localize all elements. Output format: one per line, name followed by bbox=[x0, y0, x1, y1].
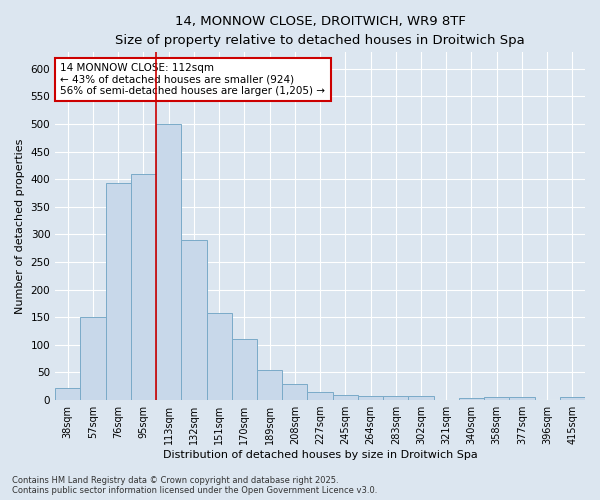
Bar bbox=[206, 313, 232, 400]
Bar bbox=[409, 396, 434, 400]
Y-axis label: Number of detached properties: Number of detached properties bbox=[15, 138, 25, 314]
Bar bbox=[484, 398, 509, 400]
Bar bbox=[560, 398, 585, 400]
Text: Contains HM Land Registry data © Crown copyright and database right 2025.
Contai: Contains HM Land Registry data © Crown c… bbox=[12, 476, 377, 495]
Bar bbox=[232, 340, 257, 400]
Bar bbox=[131, 174, 156, 400]
Bar bbox=[55, 388, 80, 400]
Bar bbox=[307, 392, 332, 400]
Bar bbox=[257, 370, 282, 400]
Bar bbox=[181, 240, 206, 400]
Bar bbox=[509, 398, 535, 400]
Title: 14, MONNOW CLOSE, DROITWICH, WR9 8TF
Size of property relative to detached house: 14, MONNOW CLOSE, DROITWICH, WR9 8TF Siz… bbox=[115, 15, 525, 47]
Bar bbox=[80, 318, 106, 400]
Text: 14 MONNOW CLOSE: 112sqm
← 43% of detached houses are smaller (924)
56% of semi-d: 14 MONNOW CLOSE: 112sqm ← 43% of detache… bbox=[61, 63, 325, 96]
X-axis label: Distribution of detached houses by size in Droitwich Spa: Distribution of detached houses by size … bbox=[163, 450, 478, 460]
Bar bbox=[156, 124, 181, 400]
Bar bbox=[282, 384, 307, 400]
Bar bbox=[383, 396, 409, 400]
Bar bbox=[332, 394, 358, 400]
Bar bbox=[459, 398, 484, 400]
Bar bbox=[106, 183, 131, 400]
Bar bbox=[358, 396, 383, 400]
